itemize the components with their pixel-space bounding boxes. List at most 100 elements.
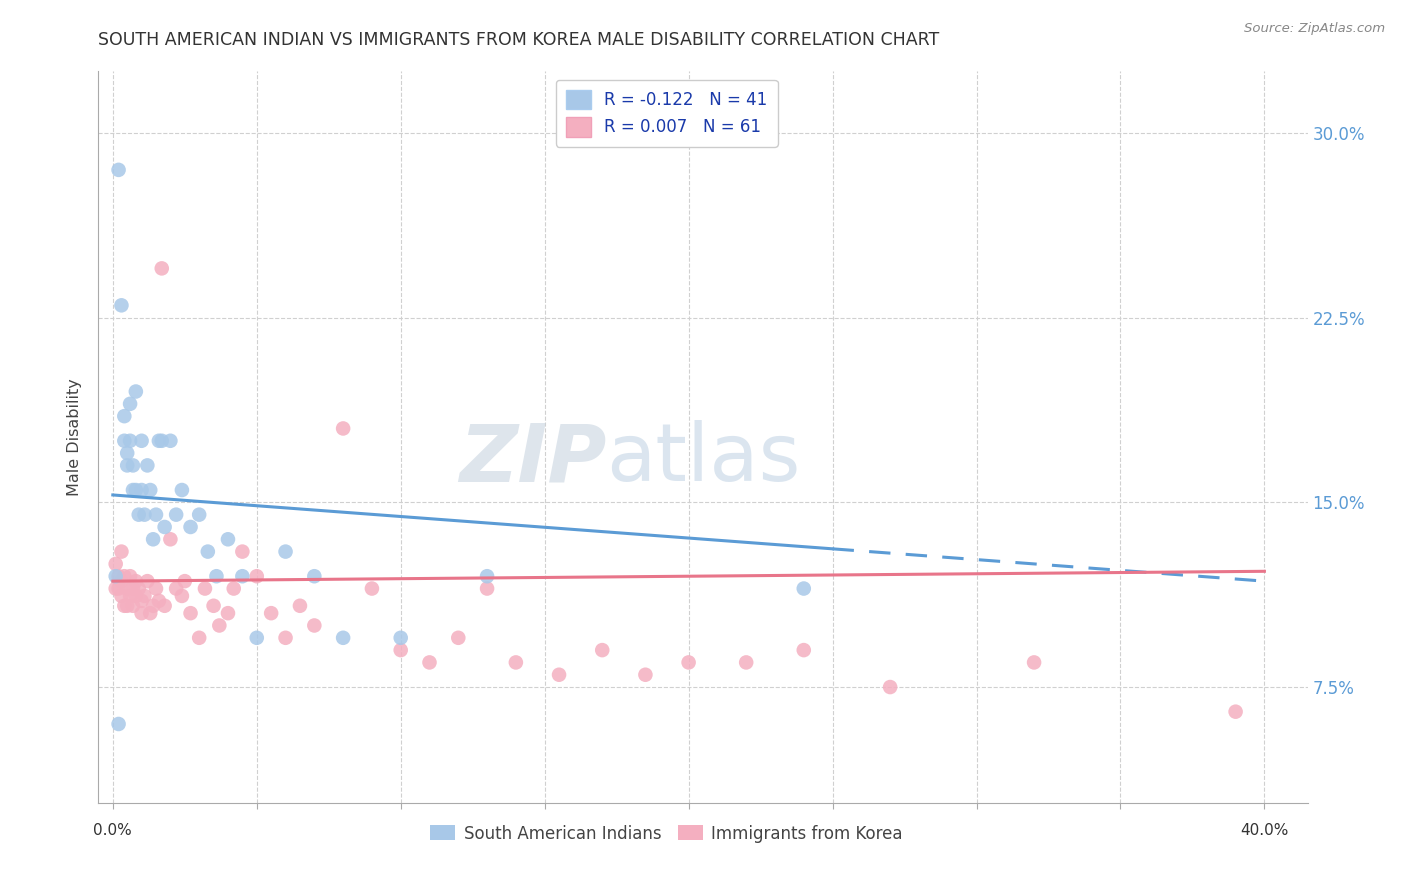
Point xyxy=(153,520,176,534)
Point xyxy=(246,569,269,583)
Point xyxy=(107,569,129,583)
Point xyxy=(159,533,181,547)
Point xyxy=(197,544,219,558)
Point xyxy=(131,606,153,620)
Point xyxy=(145,582,167,596)
Point xyxy=(288,599,311,613)
Point xyxy=(246,631,269,645)
Point xyxy=(115,599,138,613)
Point xyxy=(222,582,245,596)
Point xyxy=(304,618,326,632)
Text: 40.0%: 40.0% xyxy=(1240,822,1288,838)
Point xyxy=(548,667,571,681)
Point xyxy=(475,569,498,583)
Point xyxy=(115,446,138,460)
Point xyxy=(150,261,173,276)
Point xyxy=(231,544,253,558)
Point xyxy=(165,582,187,596)
Point xyxy=(110,574,132,589)
Point xyxy=(188,508,211,522)
Point xyxy=(125,589,148,603)
Point xyxy=(735,656,758,670)
Point xyxy=(128,582,150,596)
Point xyxy=(122,458,145,473)
Point xyxy=(389,643,412,657)
Point xyxy=(173,574,195,589)
Point xyxy=(180,520,202,534)
Point xyxy=(217,533,239,547)
Point xyxy=(115,582,138,596)
Point xyxy=(112,569,135,583)
Point xyxy=(150,434,173,448)
Point xyxy=(120,434,142,448)
Point xyxy=(145,508,167,522)
Point xyxy=(634,667,657,681)
Point xyxy=(793,582,815,596)
Point xyxy=(122,599,145,613)
Point xyxy=(202,599,225,613)
Text: Source: ZipAtlas.com: Source: ZipAtlas.com xyxy=(1244,22,1385,36)
Point xyxy=(591,643,613,657)
Point xyxy=(418,656,440,670)
Point xyxy=(131,483,153,497)
Point xyxy=(148,434,170,448)
Point xyxy=(678,656,700,670)
Point xyxy=(122,483,145,497)
Point xyxy=(128,508,150,522)
Point xyxy=(122,582,145,596)
Point xyxy=(139,606,162,620)
Point xyxy=(274,631,297,645)
Point xyxy=(194,582,217,596)
Point xyxy=(332,421,354,435)
Legend: South American Indians, Immigrants from Korea: South American Indians, Immigrants from … xyxy=(423,818,910,849)
Point xyxy=(180,606,202,620)
Point xyxy=(142,533,165,547)
Point xyxy=(125,483,148,497)
Point xyxy=(148,594,170,608)
Point xyxy=(170,589,193,603)
Point xyxy=(231,569,253,583)
Point xyxy=(110,589,132,603)
Point xyxy=(165,508,187,522)
Point xyxy=(110,544,132,558)
Point xyxy=(107,717,129,731)
Point xyxy=(879,680,901,694)
Point xyxy=(139,483,162,497)
Point xyxy=(136,574,159,589)
Point xyxy=(332,631,354,645)
Point xyxy=(208,618,231,632)
Point xyxy=(120,397,142,411)
Point xyxy=(389,631,412,645)
Text: SOUTH AMERICAN INDIAN VS IMMIGRANTS FROM KOREA MALE DISABILITY CORRELATION CHART: SOUTH AMERICAN INDIAN VS IMMIGRANTS FROM… xyxy=(98,31,939,49)
Y-axis label: Male Disability: Male Disability xyxy=(67,378,83,496)
Point xyxy=(134,508,156,522)
Point xyxy=(1022,656,1045,670)
Point xyxy=(475,582,498,596)
Point xyxy=(104,582,127,596)
Point xyxy=(170,483,193,497)
Point xyxy=(120,589,142,603)
Point xyxy=(131,594,153,608)
Point xyxy=(793,643,815,657)
Point xyxy=(260,606,283,620)
Point xyxy=(1225,705,1247,719)
Point xyxy=(125,384,148,399)
Point xyxy=(159,434,181,448)
Point xyxy=(104,557,127,571)
Point xyxy=(107,582,129,596)
Point xyxy=(205,569,228,583)
Point xyxy=(131,434,153,448)
Point xyxy=(104,569,127,583)
Text: ZIP: ZIP xyxy=(458,420,606,498)
Point xyxy=(153,599,176,613)
Point xyxy=(304,569,326,583)
Point xyxy=(112,409,135,424)
Point xyxy=(447,631,470,645)
Point xyxy=(110,298,132,312)
Point xyxy=(361,582,384,596)
Point xyxy=(274,544,297,558)
Text: atlas: atlas xyxy=(606,420,800,498)
Point xyxy=(112,599,135,613)
Point xyxy=(505,656,527,670)
Point xyxy=(188,631,211,645)
